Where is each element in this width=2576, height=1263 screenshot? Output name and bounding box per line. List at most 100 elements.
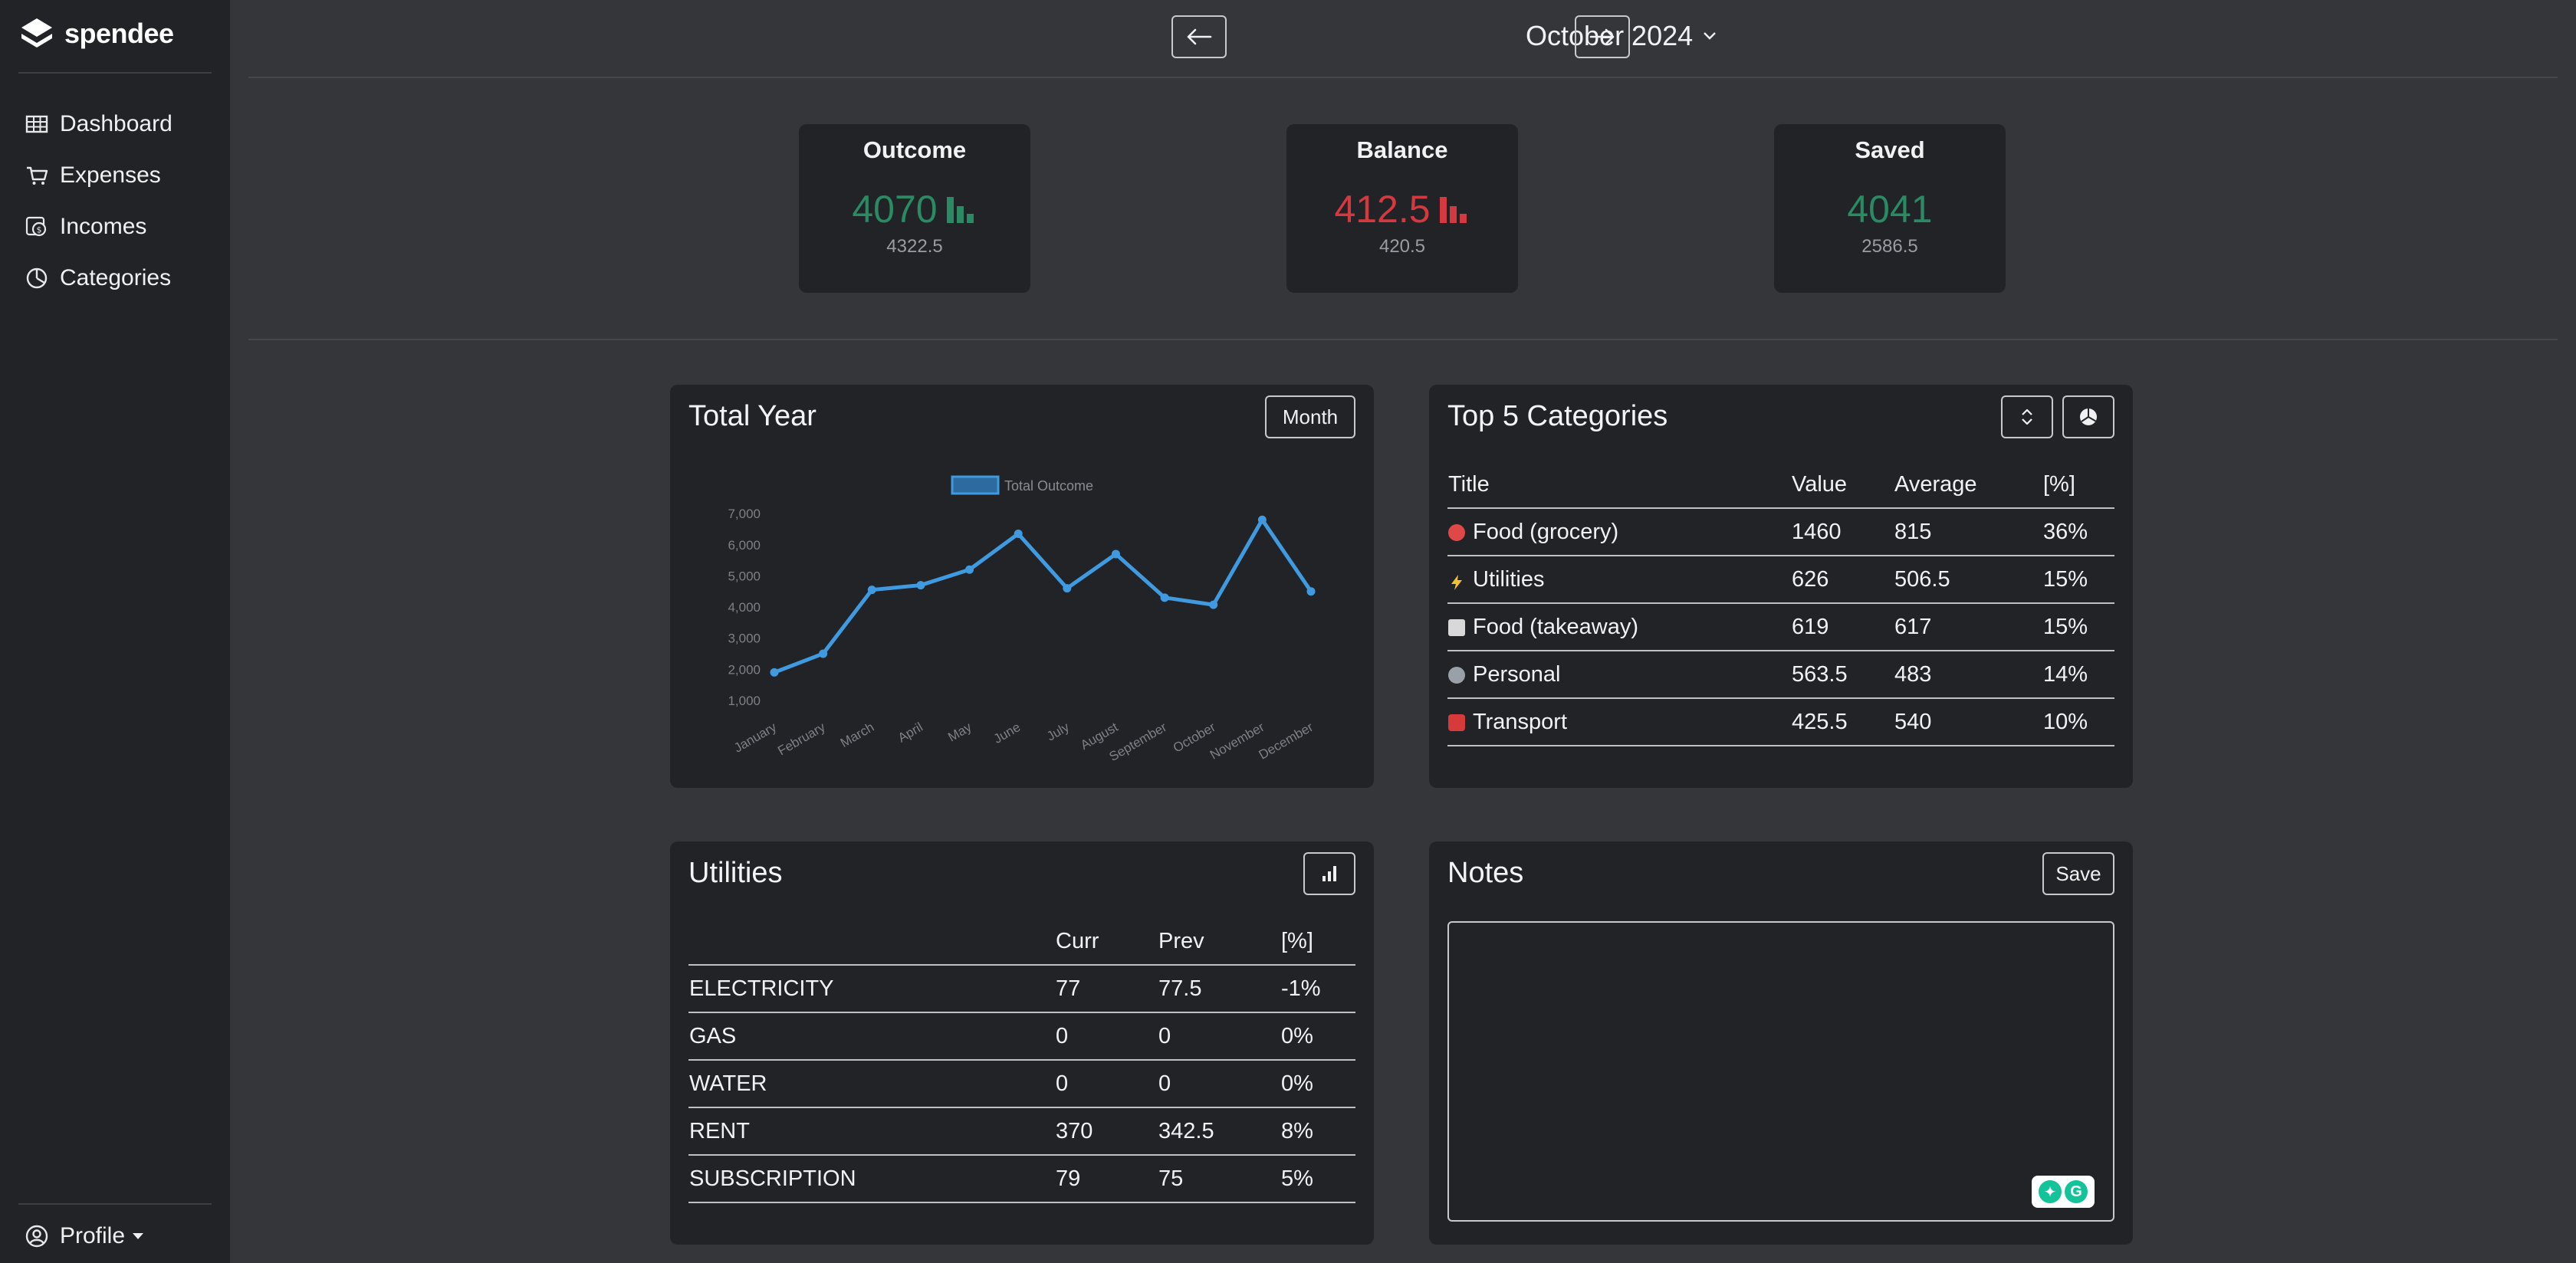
sidebar-item-dashboard[interactable]: Dashboard	[25, 98, 172, 149]
category-title: Utilities	[1473, 566, 1545, 592]
table-row[interactable]: WATER 0 0 0%	[688, 1060, 1355, 1108]
utility-current: 370	[1055, 1107, 1158, 1156]
sidebar-item-label: Incomes	[60, 213, 147, 239]
sidebar-item-expenses[interactable]: Expenses	[25, 149, 172, 201]
cart-icon	[27, 166, 48, 185]
table-row[interactable]: Food (takeaway) 619 617 15%	[1447, 603, 2114, 651]
grammarly-icon: G	[2065, 1180, 2088, 1203]
category-average: 506.5	[1894, 556, 2042, 604]
sort-button[interactable]	[2001, 395, 2053, 438]
category-title: Food (takeaway)	[1473, 614, 1638, 639]
x-tick-label: May	[945, 720, 974, 745]
category-title: Food (grocery)	[1473, 519, 1619, 544]
prev-month-button[interactable]	[1171, 15, 1227, 58]
table-row[interactable]: SUBSCRIPTION 79 75 5%	[688, 1155, 1355, 1203]
utility-previous: 342.5	[1158, 1107, 1280, 1156]
arrow-left-icon	[1187, 28, 1212, 45]
utility-percent: 5%	[1280, 1155, 1355, 1203]
category-percent: 10%	[2042, 698, 2114, 746]
stat-title: Balance	[1356, 136, 1448, 163]
column-header: Value	[1791, 461, 1894, 509]
utilities-panel: Utilities Curr Prev [%] ELECTRICITY 77 7…	[670, 841, 1374, 1245]
tomato-icon	[1448, 523, 1465, 541]
x-tick-label: July	[1044, 720, 1072, 744]
saved-card: Saved 4041 2586.5	[1774, 124, 2006, 293]
outcome-average: 4322.5	[886, 236, 943, 257]
user-circle-icon	[25, 1225, 48, 1248]
table-header-row: Title Value Average [%]	[1447, 461, 2114, 509]
coins-icon: $	[25, 216, 47, 236]
sidebar-item-label: Dashboard	[60, 110, 172, 136]
sidebar-item-incomes[interactable]: $ Incomes	[25, 201, 172, 252]
brand-name: spendee	[64, 18, 174, 49]
next-month-button[interactable]	[1575, 15, 1630, 58]
data-point	[1209, 600, 1218, 609]
sidebar-item-categories[interactable]: Categories	[25, 252, 172, 303]
table-row[interactable]: Transport 425.5 540 10%	[1447, 698, 2114, 746]
column-header	[688, 918, 1055, 966]
table-row[interactable]: Personal 563.5 483 14%	[1447, 651, 2114, 699]
x-tick-label: February	[775, 720, 828, 759]
panel-title: Utilities	[688, 857, 783, 889]
category-percent: 14%	[2042, 651, 2114, 699]
pie-chart-button[interactable]	[2062, 395, 2114, 438]
stat-title: Outcome	[863, 136, 967, 163]
stat-value-row: 4041	[1774, 187, 2006, 231]
utility-previous: 0	[1158, 1060, 1280, 1108]
chart-toggle-button[interactable]	[1303, 852, 1355, 895]
table-icon	[25, 115, 48, 133]
saved-average: 2586.5	[1861, 236, 1918, 257]
table-row[interactable]: RENT 370 342.5 8%	[688, 1107, 1355, 1156]
column-header: Prev	[1158, 918, 1280, 966]
grammarly-widget[interactable]: ✦ G	[2032, 1176, 2095, 1208]
data-point	[1111, 549, 1120, 559]
total-year-panel: Total Year Month Total Outcome 1,000 2,000…	[670, 385, 1374, 788]
sidebar-item-label: Expenses	[60, 162, 161, 188]
category-percent: 36%	[2042, 508, 2114, 556]
category-percent: 15%	[2042, 556, 2114, 604]
sidebar-item-label: Categories	[60, 264, 172, 290]
chevron-down-icon	[1704, 32, 1717, 40]
category-value: 619	[1791, 603, 1894, 651]
spendee-logo-icon	[21, 18, 52, 48]
notes-panel: Notes Save ✦ G	[1429, 841, 2133, 1245]
month-selector[interactable]: October 2024	[1526, 20, 1717, 52]
table-row[interactable]: Food (grocery) 1460 815 36%	[1447, 508, 2114, 556]
category-value: 425.5	[1791, 698, 1894, 746]
column-header: [%]	[1280, 918, 1355, 966]
table-row[interactable]: ELECTRICITY 77 77.5 -1%	[688, 965, 1355, 1013]
lightning-icon	[1448, 572, 1465, 590]
utility-current: 77	[1055, 965, 1158, 1013]
data-point	[1257, 515, 1267, 524]
profile-label: Profile	[60, 1223, 126, 1248]
utility-name: GAS	[688, 1012, 1055, 1061]
utility-current: 0	[1055, 1012, 1158, 1061]
utility-name: RENT	[688, 1107, 1055, 1156]
column-header: Average	[1894, 461, 2042, 509]
category-average: 540	[1894, 698, 2042, 746]
table-row[interactable]: Utilities 626 506.5 15%	[1447, 556, 2114, 604]
pie-chart-icon	[2080, 408, 2097, 425]
save-notes-button[interactable]: Save	[2042, 852, 2114, 895]
notes-textarea[interactable]	[1447, 921, 2114, 1222]
utility-percent: 8%	[1280, 1107, 1355, 1156]
x-tick-label: January	[731, 720, 779, 756]
category-title: Transport	[1473, 709, 1568, 734]
column-header: Title	[1447, 461, 1791, 509]
table-row[interactable]: GAS 0 0 0%	[688, 1012, 1355, 1061]
logo[interactable]: spendee	[18, 15, 174, 52]
series-line	[774, 517, 1313, 674]
top-bar: October 2024	[230, 0, 2576, 77]
profile-menu[interactable]: Profile	[25, 1223, 144, 1249]
sidebar-nav: Dashboard Expenses $ Incomes Categories	[25, 98, 172, 303]
y-tick-label: 2,000	[728, 662, 761, 677]
utilities-table: Curr Prev [%] ELECTRICITY 77 77.5 -1% GA…	[688, 918, 1355, 1203]
y-tick-label: 7,000	[728, 507, 761, 521]
x-tick-label: December	[1257, 720, 1316, 763]
utility-previous: 77.5	[1158, 965, 1280, 1013]
data-point	[965, 565, 974, 574]
data-point	[1063, 584, 1072, 593]
header-divider	[248, 77, 2558, 78]
y-tick-label: 1,000	[728, 694, 761, 708]
month-toggle-button[interactable]: Month	[1265, 395, 1355, 438]
